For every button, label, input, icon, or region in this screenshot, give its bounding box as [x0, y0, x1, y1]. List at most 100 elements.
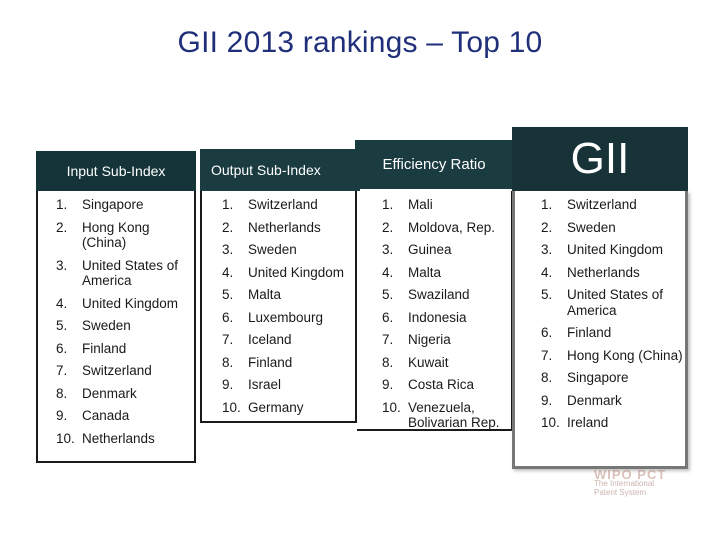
- country-name: Switzerland: [248, 197, 318, 212]
- rank-number: 5.: [56, 318, 68, 333]
- ranking-item: 5. Swaziland: [382, 287, 512, 303]
- rank-number: 6.: [382, 309, 394, 325]
- ranking-item: 8. Singapore: [541, 370, 683, 386]
- rank-number: 1.: [382, 197, 394, 212]
- ranking-item: 2. Netherlands: [222, 220, 362, 236]
- ranking-item: 9. Costa Rica: [382, 377, 512, 393]
- ranking-item: 1. Switzerland: [222, 197, 362, 213]
- country-name: Switzerland: [567, 197, 637, 212]
- ranking-item: 10. Netherlands: [56, 431, 194, 447]
- output-subindex-list: 1. Switzerland 2. Netherlands 3. Sweden 4. Unit…: [222, 197, 362, 422]
- ranking-item: 10. Venezuela, Bolivarian Rep.: [382, 400, 512, 431]
- rank-number: 8.: [382, 354, 394, 370]
- country-name: Luxembourg: [248, 309, 324, 325]
- rank-number: 2.: [222, 219, 234, 235]
- country-name: Moldova, Rep.: [408, 219, 496, 235]
- gii-panel: [512, 191, 688, 469]
- rank-number: 2.: [56, 219, 68, 235]
- ranking-item: 6. Finland: [56, 341, 194, 357]
- input-subindex-header: Input Sub-Index: [36, 151, 196, 191]
- rank-number: 3.: [222, 242, 234, 257]
- country-name: Netherlands: [248, 219, 321, 235]
- rank-number: 10.: [56, 430, 75, 446]
- rank-number: 6.: [56, 340, 68, 356]
- ranking-item: 7. Switzerland: [56, 363, 194, 379]
- country-name: Hong Kong (China): [82, 219, 150, 251]
- ranking-item: 6. Finland: [541, 325, 683, 341]
- country-name: Netherlands: [567, 264, 640, 280]
- rank-number: 3.: [541, 242, 553, 257]
- rank-number: 10.: [541, 415, 560, 430]
- rank-number: 7.: [222, 332, 234, 347]
- wipo-pct-watermark: WIPO PCT The International Patent System: [594, 467, 694, 510]
- ranking-item: 4. United Kingdom: [56, 296, 194, 312]
- country-name: Nigeria: [408, 332, 451, 347]
- ranking-item: 3. United Kingdom: [541, 242, 683, 258]
- wipo-pct-logo: WIPO PCT: [594, 467, 667, 482]
- ranking-item: 1. Mali: [382, 197, 512, 213]
- country-name: Sweden: [567, 219, 616, 235]
- ranking-item: 9. Israel: [222, 377, 362, 393]
- country-name: Finland: [248, 354, 293, 370]
- ranking-item: 4. Netherlands: [541, 265, 683, 281]
- rank-number: 8.: [222, 354, 234, 370]
- ranking-item: 8. Finland: [222, 355, 362, 371]
- rank-number: 4.: [56, 295, 68, 311]
- country-name: Netherlands: [82, 430, 155, 446]
- efficiency-ratio-header: Efficiency Ratio: [355, 140, 513, 189]
- ranking-item: 6. Indonesia: [382, 310, 512, 326]
- country-name: Venezuela, Bolivarian Rep.: [408, 399, 500, 431]
- page-title: GII 2013 rankings – Top 10: [177, 26, 543, 59]
- country-name: Singapore: [567, 370, 629, 385]
- country-name: Costa Rica: [408, 377, 475, 392]
- rank-number: 9.: [541, 392, 553, 408]
- ranking-item: 3. United States of America: [56, 258, 194, 289]
- ranking-item: 8. Kuwait: [382, 355, 512, 371]
- rank-number: 8.: [56, 385, 68, 401]
- rank-number: 8.: [541, 370, 553, 385]
- country-name: United Kingdom: [248, 264, 345, 280]
- rank-number: 5.: [541, 287, 553, 302]
- watermark-line-2: Patent System: [594, 488, 647, 497]
- ranking-item: 7. Iceland: [222, 332, 362, 348]
- country-name: Hong Kong (China): [567, 347, 683, 363]
- rank-number: 9.: [222, 377, 234, 392]
- input-subindex-panel: [36, 191, 196, 463]
- country-name: Guinea: [408, 242, 452, 257]
- country-name: Sweden: [82, 318, 131, 333]
- rank-number: 1.: [222, 197, 234, 212]
- input-subindex-list: 1. Singapore 2. Hong Kong (China) 3. United S…: [56, 197, 194, 453]
- country-name: Denmark: [567, 392, 622, 408]
- rank-number: 4.: [222, 264, 234, 280]
- country-name: Mali: [408, 197, 433, 212]
- rank-number: 7.: [541, 347, 553, 363]
- watermark-line-1: The International: [594, 479, 655, 488]
- ranking-item: 5. United States of America: [541, 287, 683, 318]
- ranking-item: 7. Nigeria: [382, 332, 512, 348]
- gii-list: 1. Switzerland 2. Sweden 3. United Kingdom 4. N…: [541, 197, 683, 438]
- rank-number: 3.: [56, 257, 68, 273]
- rank-number: 1.: [56, 197, 68, 212]
- rank-number: 9.: [382, 377, 394, 392]
- country-name: United Kingdom: [82, 295, 179, 311]
- rank-number: 1.: [541, 197, 553, 212]
- country-name: Canada: [82, 408, 130, 423]
- country-name: United States of America: [567, 287, 664, 318]
- ranking-item: 10. Germany: [222, 400, 362, 416]
- rank-number: 4.: [382, 264, 394, 280]
- country-name: Germany: [248, 399, 304, 415]
- country-name: Israel: [248, 377, 282, 392]
- rank-number: 7.: [382, 332, 394, 347]
- rank-number: 2.: [382, 219, 394, 235]
- ranking-item: 2. Moldova, Rep.: [382, 220, 512, 236]
- rank-number: 3.: [382, 242, 394, 257]
- ranking-item: 5. Malta: [222, 287, 362, 303]
- ranking-item: 2. Hong Kong (China): [56, 220, 194, 251]
- country-name: Kuwait: [408, 354, 449, 370]
- ranking-item: 8. Denmark: [56, 386, 194, 402]
- ranking-item: 9. Canada: [56, 408, 194, 424]
- rank-number: 5.: [222, 287, 234, 302]
- gii-header: GII: [512, 127, 688, 191]
- ranking-item: 1. Singapore: [56, 197, 194, 213]
- rank-number: 10.: [222, 399, 241, 415]
